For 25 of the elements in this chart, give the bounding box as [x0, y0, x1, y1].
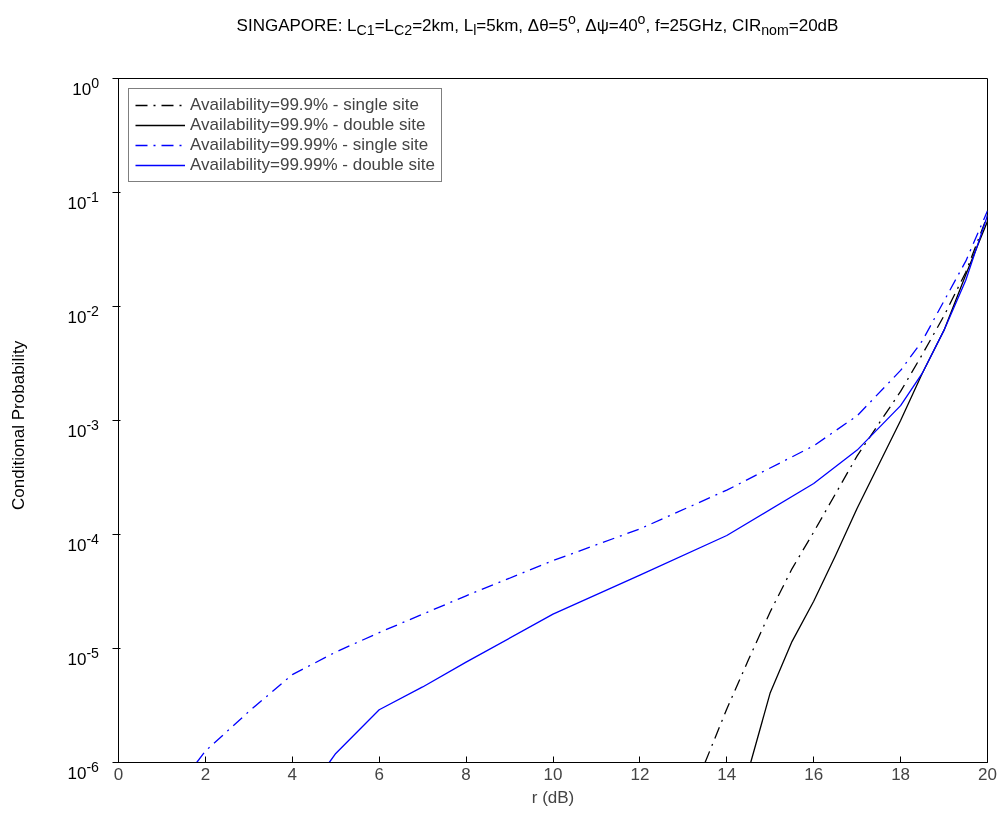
x-tick-label: 10	[543, 764, 563, 784]
y-tick-label: 10$^{-2}$	[67, 302, 99, 329]
legend-label: Availability=99.99% - single site	[190, 135, 429, 155]
chart-title: SINGAPORE: L$_{C1}$=L$_{C2}$=2km, L$_{l}$=5km, Δθ=5$^{o}$, Δψ=40$^{o}$, f=25GHz, CIR$_{nom}$=20dB	[236, 11, 839, 39]
x-tick-label: 0	[113, 764, 124, 784]
x-tick-label: 20	[978, 764, 997, 784]
x-tick-label: 4	[287, 764, 298, 784]
y-axis-title: Conditional Probability	[8, 339, 29, 512]
x-tick-label: 2	[200, 764, 211, 784]
y-tick-label: 10$^{-1}$	[67, 188, 99, 215]
legend-label: Availability=99.9% - single site	[190, 95, 419, 115]
y-tick-label: 10$^{-6}$	[67, 758, 99, 785]
x-tick-label: 16	[804, 764, 824, 784]
y-tick-label: 10$^{-3}$	[67, 416, 99, 443]
x-tick-label: 12	[630, 764, 650, 784]
x-tick-label: 18	[891, 764, 911, 784]
x-axis-title: r (dB)	[531, 787, 575, 807]
x-tick-label: 14	[717, 764, 737, 784]
y-tick-label: 10$^{-5}$	[67, 644, 99, 671]
legend-label: Availability=99.9% - double site	[190, 115, 426, 135]
x-tick-label: 6	[374, 764, 384, 784]
x-tick-label: 8	[461, 764, 471, 784]
legend-label: Availability=99.99% - double site	[190, 155, 435, 175]
y-tick-label: 10$^{-4}$	[67, 530, 99, 557]
y-tick-label: 10$^{0}$	[72, 74, 99, 101]
